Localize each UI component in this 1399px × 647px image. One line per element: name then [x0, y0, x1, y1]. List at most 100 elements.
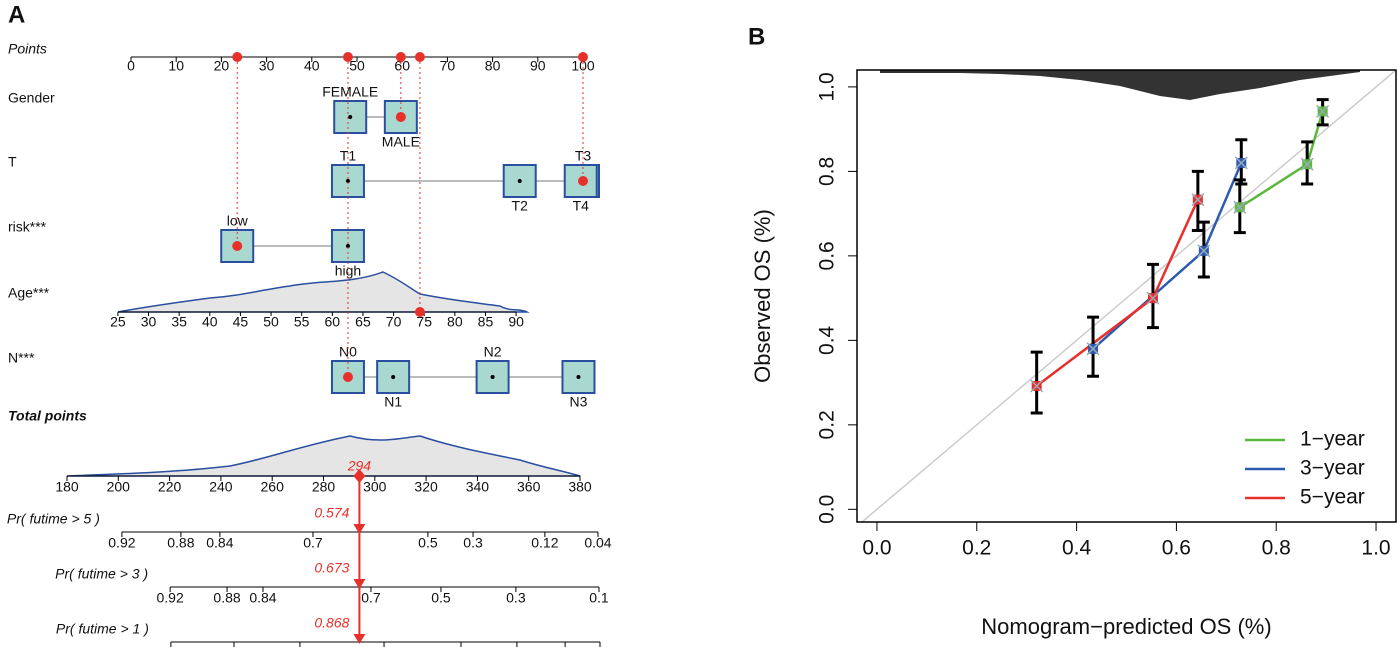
selection-dot	[232, 52, 243, 62]
row-label: Pr( futime > 1 )	[56, 621, 149, 637]
tick-label: 0.7	[361, 590, 381, 606]
tick-label: 50	[263, 314, 279, 330]
row-label: Points	[8, 41, 47, 57]
point-cross	[1316, 104, 1330, 118]
point-cross	[1233, 200, 1247, 214]
probability-marker	[353, 634, 366, 644]
tick-label: 0.3	[506, 590, 526, 606]
tick-label: 0.3	[463, 535, 483, 551]
tick-label: 0.2	[962, 537, 991, 560]
rug	[880, 70, 1360, 100]
tick-label: 0.8	[816, 157, 839, 186]
level-dot	[348, 115, 353, 119]
tick-label: 45	[233, 314, 249, 330]
selection-dot	[342, 372, 353, 382]
tick-label: 55	[294, 314, 310, 330]
probability-value: 0.673	[314, 560, 349, 576]
panel-letter: A	[8, 1, 25, 28]
tick-label: 0.84	[249, 590, 276, 606]
tick-label: 0.5	[431, 590, 451, 606]
selection-dot	[578, 52, 588, 62]
tick-label: 0.65	[503, 645, 530, 647]
tick-label: 0.92	[108, 535, 135, 551]
point-cross	[1234, 156, 1248, 170]
tick-label: 0.0	[862, 537, 891, 560]
point-cross	[1197, 244, 1211, 258]
point-cross	[1086, 342, 1100, 356]
tick-label: 0	[127, 58, 135, 74]
tick-label: 300	[363, 479, 387, 495]
level-label: N2	[484, 344, 502, 360]
tick-label: 0.84	[206, 535, 233, 551]
selection-dot	[578, 176, 588, 186]
tick-label: 85	[478, 314, 494, 330]
tick-label: 0.8	[1262, 537, 1291, 560]
tick-label: 30	[141, 314, 157, 330]
row-label: Total points	[8, 408, 87, 424]
tick-label: 0.95	[220, 645, 247, 647]
tick-label: 0.04	[584, 535, 611, 551]
tick-label: 75	[416, 314, 432, 330]
row-label: Pr( futime > 5 )	[7, 511, 100, 527]
selection-dot	[395, 52, 406, 62]
tick-label: 0.0	[816, 495, 839, 524]
row-label: risk***	[8, 219, 47, 235]
tick-label: 240	[209, 479, 233, 495]
tick-label: 80	[485, 58, 501, 74]
tick-label: 380	[568, 479, 592, 495]
series-line	[1035, 199, 1200, 387]
total-marker	[353, 469, 366, 483]
tick-label: 0.92	[286, 645, 313, 647]
level-box	[220, 229, 255, 263]
tick-label: 30	[259, 58, 275, 74]
level-dot	[576, 375, 581, 379]
tick-label: 0.5	[418, 535, 438, 551]
x-axis-label: Nomogram−predicted OS (%)	[981, 614, 1271, 639]
tick-label: 40	[202, 314, 218, 330]
selection-dot	[414, 307, 425, 317]
probability-marker	[353, 524, 366, 534]
age-density	[117, 271, 530, 313]
row-label: T	[8, 154, 17, 170]
selection-dot	[414, 52, 425, 62]
tick-label: 90	[530, 58, 546, 74]
calibration: 0.0 0.2 0.4 0.6 0.8 1.0 0.0 0.2 0.4 0.6 0.8 1.0 Nomo…	[750, 69, 1397, 639]
y-axis-label: Observed OS (%)	[750, 209, 775, 383]
tick-label: 70	[440, 58, 456, 74]
level-dot	[345, 179, 350, 183]
tick-label: 50	[349, 58, 365, 74]
row-label: Pr( futime > 3 )	[55, 566, 148, 582]
tick-label: 20	[214, 58, 230, 74]
tick-label: 35	[171, 314, 187, 330]
probability-marker	[353, 579, 366, 589]
tick-label: 1.0	[816, 72, 839, 101]
selection-dot	[232, 241, 243, 251]
row-label: Age***	[8, 285, 50, 301]
probability-value: 0.868	[314, 615, 349, 631]
tick-label: 200	[107, 479, 131, 495]
tick-label: 0.12	[531, 535, 558, 551]
tick-label: 0.55	[551, 645, 578, 647]
tick-label: 65	[355, 314, 371, 330]
level-label: N0	[339, 344, 357, 360]
legend-label: 3−year	[1300, 457, 1365, 480]
level-label: FEMALE	[322, 84, 378, 100]
row-label: Gender	[8, 90, 55, 106]
level-label: T2	[512, 198, 529, 214]
tick-label: 0.7	[303, 535, 323, 551]
tick-label: 0.6	[1162, 537, 1191, 560]
legend-label: 5−year	[1300, 486, 1365, 509]
point-cross	[1030, 379, 1044, 393]
tick-label: 60	[325, 314, 341, 330]
level-label: T1	[340, 148, 357, 164]
total-value: 294	[347, 458, 372, 474]
tick-label: 360	[517, 479, 541, 495]
tick-label: 25	[110, 314, 126, 330]
tick-label: 0.6	[816, 241, 839, 270]
probability-value: 0.574	[314, 505, 349, 521]
point-cross	[1191, 193, 1205, 207]
plot-frame	[856, 69, 1397, 523]
tick-label: 260	[261, 479, 285, 495]
tick-label: 0.75	[447, 645, 474, 647]
